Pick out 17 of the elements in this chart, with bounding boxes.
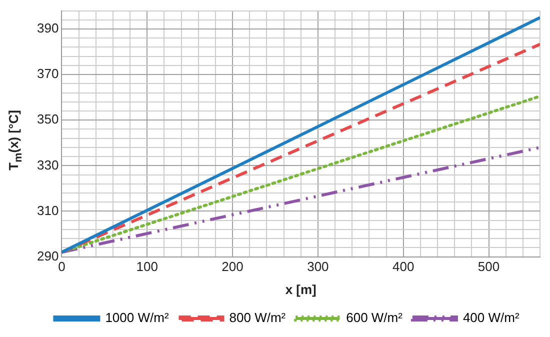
legend-label: 400 W/m² bbox=[462, 310, 520, 326]
legend-label: 800 W/m² bbox=[229, 310, 286, 326]
y-tick-label: 330 bbox=[36, 157, 59, 172]
y-tick-label: 290 bbox=[36, 248, 59, 264]
y-tick-label: 350 bbox=[36, 112, 59, 127]
x-tick-label: 200 bbox=[222, 259, 244, 274]
x-tick-label: 100 bbox=[136, 259, 158, 274]
legend-label: 1000 W/m² bbox=[105, 310, 170, 326]
y-tick-label: 390 bbox=[36, 20, 59, 36]
x-tick-label: 300 bbox=[307, 259, 329, 274]
x-tick-label: 500 bbox=[478, 259, 500, 274]
x-axis-title: x [m] bbox=[285, 282, 316, 297]
x-tick-label: 0 bbox=[58, 259, 66, 274]
y-tick-label: 310 bbox=[36, 202, 59, 218]
legend-label: 600 W/m² bbox=[346, 310, 404, 326]
y-tick-label: 370 bbox=[36, 66, 59, 82]
x-tick-label: 400 bbox=[392, 259, 414, 274]
